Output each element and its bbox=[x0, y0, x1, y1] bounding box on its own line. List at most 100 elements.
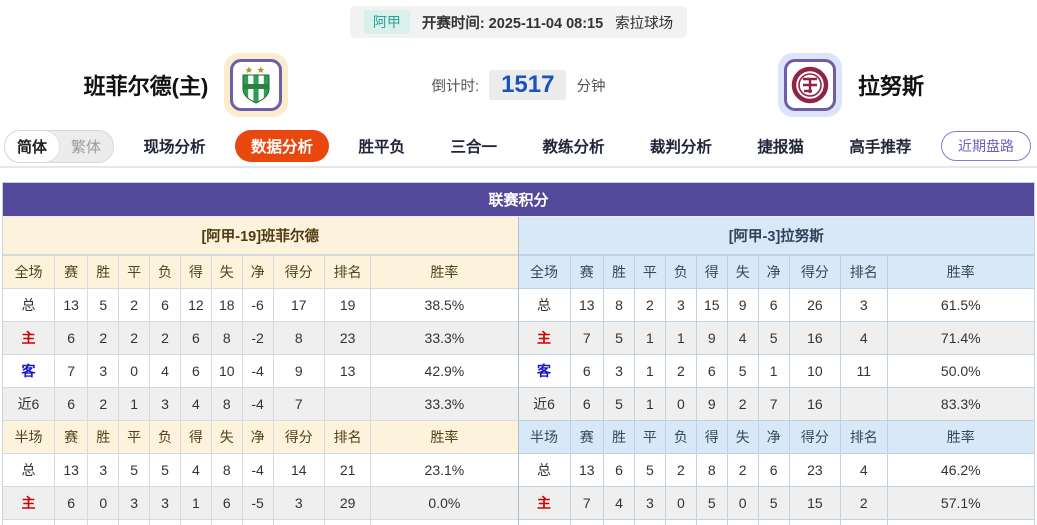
tab-list: 现场分析 数据分析 胜平负 三合一 教练分析 裁判分析 捷报猫 高手推荐 bbox=[114, 130, 941, 162]
stat-cell: 5 bbox=[149, 453, 181, 487]
lang-option[interactable]: 简体 bbox=[5, 130, 60, 162]
stat-cell: 2 bbox=[726, 519, 759, 525]
column-header: 负 bbox=[664, 255, 697, 289]
stat-cell: 2 bbox=[149, 321, 181, 355]
stat-cell: 7 bbox=[569, 321, 605, 355]
stat-cell: 0 bbox=[664, 387, 697, 421]
column-header: 净 bbox=[241, 255, 274, 289]
row-label: 客 bbox=[518, 354, 571, 388]
tab-教练分析[interactable]: 教练分析 bbox=[542, 139, 605, 156]
column-header: 得 bbox=[179, 420, 212, 454]
lang-option[interactable]: 繁体 bbox=[71, 138, 102, 156]
stat-cell: 46.2% bbox=[886, 453, 1034, 487]
stat-cell: 2 bbox=[664, 519, 697, 525]
stat-cell: 5 bbox=[603, 387, 635, 421]
stat-cell: 2 bbox=[603, 519, 635, 525]
stat-cell: 2 bbox=[664, 453, 697, 487]
tab-三合一[interactable]: 三合一 bbox=[450, 139, 497, 156]
stat-cell: 11 bbox=[840, 354, 888, 388]
match-info-pill: 阿甲 开赛时间: 2025-11-04 08:15 索拉球场 bbox=[349, 6, 688, 38]
stat-cell: 14 bbox=[840, 519, 888, 525]
nav-bar: 简体 繁体 现场分析 数据分析 胜平负 三合一 教练分析 裁判分析 捷报猫 高手推荐 近期盘路 bbox=[0, 126, 1037, 168]
stat-cell: 5 bbox=[757, 321, 790, 355]
column-header: 半场 bbox=[3, 420, 55, 454]
stat-cell: 61.5% bbox=[886, 288, 1034, 322]
column-header: 负 bbox=[664, 420, 697, 454]
away-stats-table: 全场赛胜平负得失净得分 排名 胜率总 13 8 2 3 15 9 6 26 3 61.5% 主 7 5 1 1 9 4… bbox=[518, 255, 1034, 525]
league-badge: 阿甲 bbox=[363, 10, 410, 34]
stat-cell: 13 bbox=[53, 288, 89, 322]
stat-cell: 71.4% bbox=[886, 321, 1034, 355]
column-header: 胜率 bbox=[886, 255, 1034, 289]
stat-cell: 3 bbox=[840, 288, 888, 322]
away-team-name: 拉努斯 bbox=[857, 74, 924, 99]
column-header: 失 bbox=[726, 420, 759, 454]
stat-cell: 4 bbox=[726, 321, 759, 355]
stat-cell: 5 bbox=[757, 486, 790, 520]
stat-cell: 1 bbox=[757, 519, 790, 525]
stat-cell: 33.3% bbox=[370, 321, 518, 355]
stat-cell: -2 bbox=[241, 321, 274, 355]
countdown-value: 1517 bbox=[489, 70, 567, 100]
stat-cell: 57.1% bbox=[886, 486, 1034, 520]
column-header: 赛 bbox=[53, 255, 89, 289]
stat-cell: 0 bbox=[726, 486, 759, 520]
column-header: 排名 bbox=[840, 420, 888, 454]
column-header: 半场 bbox=[518, 420, 571, 454]
column-header: 赛 bbox=[569, 255, 605, 289]
recent-odds-button[interactable]: 近期盘路 bbox=[941, 131, 1031, 161]
venue-name: 索拉球场 bbox=[615, 15, 674, 32]
stat-cell: 5 bbox=[87, 288, 120, 322]
stat-cell: 0 bbox=[87, 486, 120, 520]
stat-cell: 2 bbox=[87, 387, 120, 421]
away-team-logo-icon bbox=[777, 53, 842, 117]
stat-cell: 6 bbox=[569, 387, 605, 421]
row-label: 主 bbox=[3, 486, 55, 520]
lang-toggle: 简体 繁体 bbox=[4, 129, 115, 163]
stat-cell: 8 bbox=[695, 453, 728, 487]
row-label: 总 bbox=[3, 288, 55, 322]
stat-cell bbox=[323, 387, 372, 421]
stats-row: 总 13 6 5 2 8 2 6 23 4 46.2% bbox=[518, 453, 1034, 487]
stat-cell: 9 bbox=[726, 288, 759, 322]
column-header: 胜率 bbox=[886, 420, 1034, 454]
stat-cell: 14 bbox=[272, 453, 325, 487]
tab-捷报猫[interactable]: 捷报猫 bbox=[757, 139, 804, 156]
row-label: 主 bbox=[518, 321, 571, 355]
stat-cell: 6 bbox=[179, 321, 212, 355]
stat-cell: 9 bbox=[695, 387, 728, 421]
stat-cell: 6 bbox=[179, 354, 212, 388]
tab-裁判分析[interactable]: 裁判分析 bbox=[649, 139, 712, 156]
tab-现场分析[interactable]: 现场分析 bbox=[143, 139, 206, 156]
tab-胜平负[interactable]: 胜平负 bbox=[358, 139, 405, 156]
stat-cell: 4 bbox=[840, 453, 888, 487]
stat-cell: -4 bbox=[241, 354, 274, 388]
stat-cell: 6 bbox=[695, 354, 728, 388]
stat-cell: 7 bbox=[53, 354, 89, 388]
tab-高手推荐[interactable]: 高手推荐 bbox=[849, 139, 912, 156]
stat-cell: 50.0% bbox=[886, 354, 1034, 388]
home-panel-header: [阿甲-19]班菲尔德 bbox=[3, 217, 518, 255]
column-header: 净 bbox=[241, 420, 274, 454]
stat-cell: 6 bbox=[53, 321, 89, 355]
column-header: 全场 bbox=[3, 255, 55, 289]
column-header: 得分 bbox=[272, 420, 325, 454]
stats-header-row: 半场赛胜平负得失净得分 排名 胜率 bbox=[3, 420, 518, 454]
banfield-crest-icon bbox=[242, 66, 270, 104]
stat-cell: 12 bbox=[179, 288, 212, 322]
home-team-logo-icon bbox=[224, 53, 289, 117]
column-header: 失 bbox=[210, 420, 243, 454]
stat-cell: 6 bbox=[569, 519, 605, 525]
stat-cell: 5 bbox=[118, 453, 151, 487]
stats-row: 客732232111442.9% bbox=[3, 519, 518, 525]
stat-cell: 2 bbox=[149, 519, 181, 525]
tab-数据分析[interactable]: 数据分析 bbox=[234, 130, 329, 162]
stat-cell: 19 bbox=[323, 288, 372, 322]
stat-cell: 3 bbox=[695, 519, 728, 525]
stat-cell: 6 bbox=[603, 453, 635, 487]
stat-cell: 4 bbox=[179, 387, 212, 421]
stat-cell: 3 bbox=[118, 486, 151, 520]
stat-cell: 13 bbox=[569, 453, 605, 487]
home-stats-panel: [阿甲-19]班菲尔德 全场赛胜平负得失净得分 排名 胜率总 13 5 2 6 12 18 -6 1… bbox=[3, 217, 519, 525]
stat-cell bbox=[840, 387, 888, 421]
